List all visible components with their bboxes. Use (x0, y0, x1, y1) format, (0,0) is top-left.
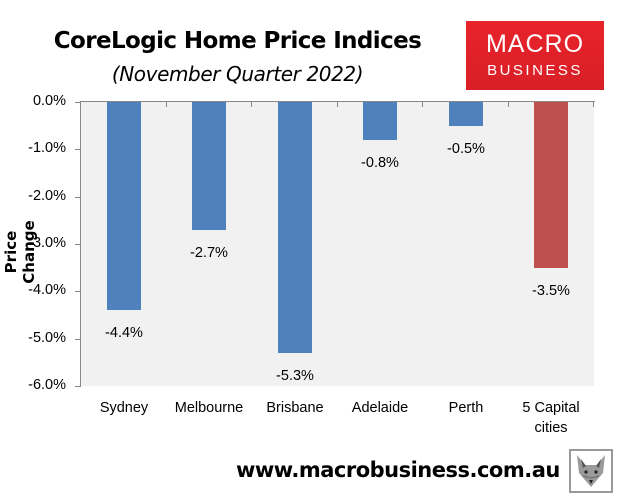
x-category-label: Melbourne (174, 400, 244, 416)
bar-adelaide (363, 102, 397, 140)
chart-subtitle: (November Quarter 2022) (111, 62, 364, 86)
y-tick (75, 149, 80, 150)
x-tick (251, 102, 252, 107)
y-tick (75, 386, 80, 387)
y-tick (75, 244, 80, 245)
y-tick-label: -4.0% (28, 282, 66, 298)
y-tick-label: 0.0% (32, 93, 66, 109)
data-label: -5.3% (276, 368, 314, 384)
x-tick (166, 102, 167, 107)
x-tick (508, 102, 509, 107)
y-tick-label: -3.0% (28, 235, 66, 251)
macrobusiness-logo: MACRO BUSINESS (466, 21, 604, 90)
x-axis-line (80, 101, 595, 102)
x-category-label: Brisbane (266, 400, 324, 416)
data-label: -0.8% (361, 155, 399, 171)
data-label: -3.5% (532, 283, 570, 299)
bar-brisbane (278, 102, 312, 353)
y-tick (75, 291, 80, 292)
plot-area (81, 102, 594, 386)
y-axis-line (80, 102, 81, 387)
data-label: -4.4% (105, 325, 143, 341)
y-tick (75, 339, 80, 340)
y-tick (75, 102, 80, 103)
bar-sydney (107, 102, 141, 310)
y-tick (75, 197, 80, 198)
y-tick-label: -6.0% (28, 377, 66, 393)
x-category-label: Perth (448, 400, 484, 416)
bar-5-capital-cities (534, 102, 568, 268)
x-tick (422, 102, 423, 107)
footer-url: www.macrobusiness.com.au (236, 458, 560, 482)
y-tick-label: -1.0% (28, 140, 66, 156)
data-label: -2.7% (190, 245, 228, 261)
y-tick-label: -5.0% (28, 330, 66, 346)
chart-title: CoreLogic Home Price Indices (53, 28, 422, 54)
x-category-label: 5 Capital cities (522, 400, 580, 436)
fox-mascot-icon (569, 449, 613, 493)
x-tick (337, 102, 338, 107)
logo-line-2: BUSINESS (487, 62, 583, 79)
logo-line-1: MACRO (485, 30, 585, 58)
bar-melbourne (192, 102, 226, 230)
y-tick-label: -2.0% (28, 188, 66, 204)
x-category-label: Sydney (99, 400, 149, 416)
bar-perth (449, 102, 483, 126)
x-category-label: Adelaide (351, 400, 409, 416)
x-tick (593, 102, 594, 107)
data-label: -0.5% (447, 141, 485, 157)
